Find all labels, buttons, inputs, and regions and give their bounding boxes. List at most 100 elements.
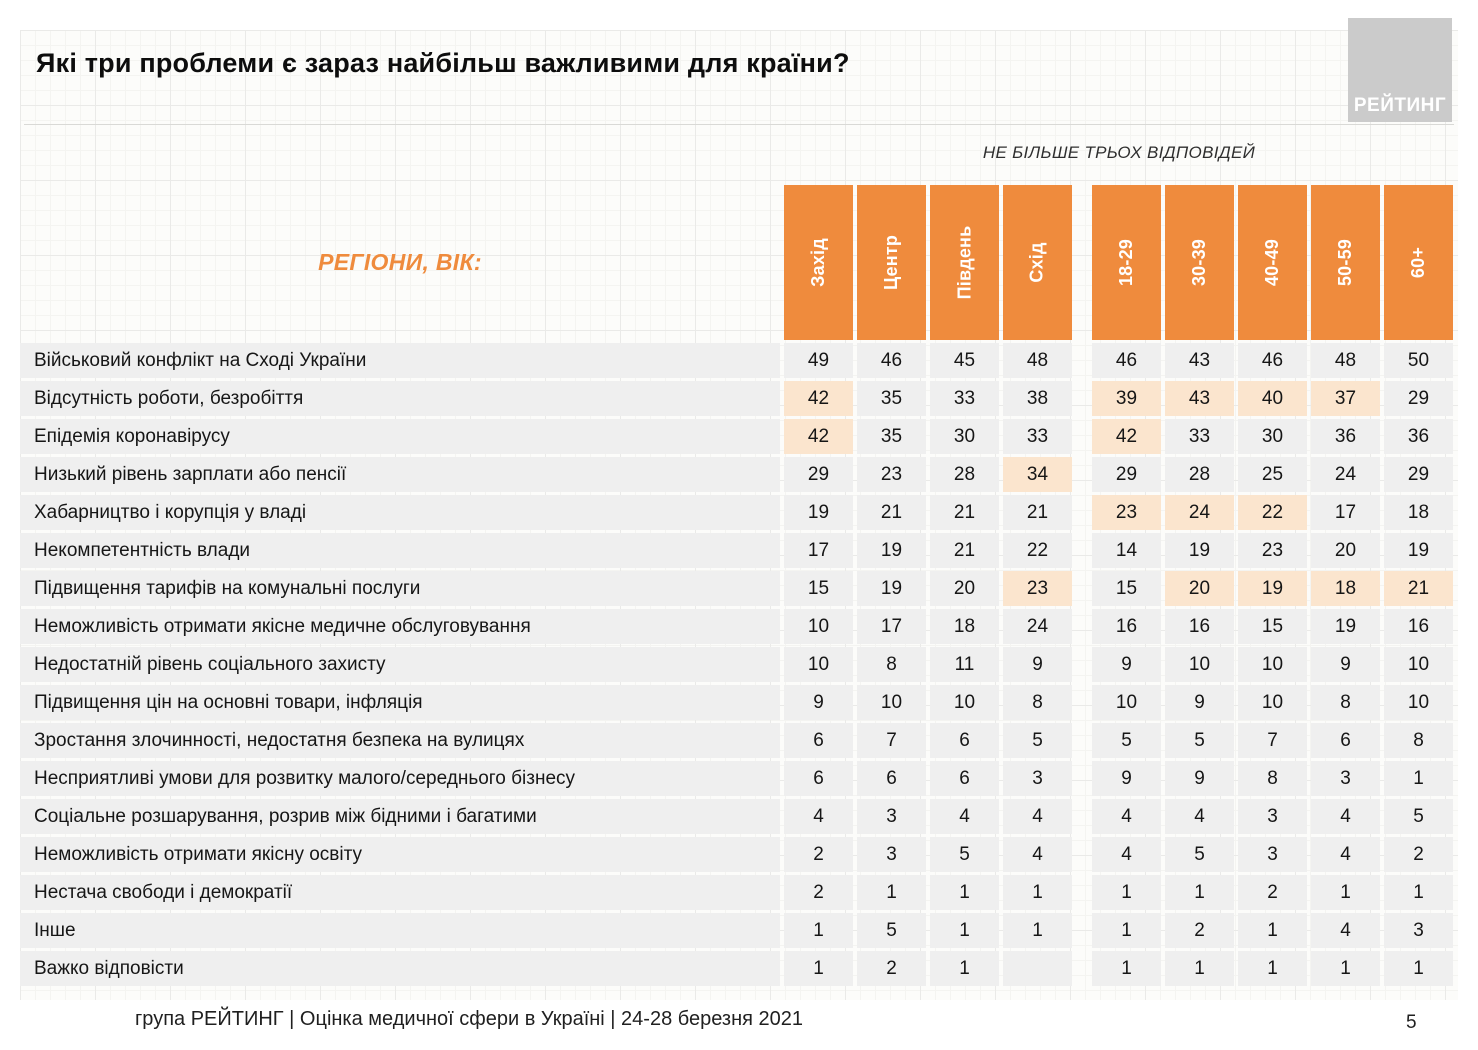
value-cell: 34	[1003, 457, 1072, 492]
column-header: Схід	[1003, 185, 1072, 340]
value-cell: 1	[930, 913, 999, 948]
value-cell: 1	[1003, 913, 1072, 948]
column-group-gap	[1076, 457, 1088, 492]
column-header-text: Захід	[807, 238, 828, 287]
row-label: Військовий конфлікт на Сході України	[20, 343, 780, 378]
value-cell: 1	[1384, 875, 1453, 910]
value-cell: 5	[1384, 799, 1453, 834]
column-header-text: Центр	[881, 234, 901, 291]
row-label: Низький рівень зарплати або пенсії	[20, 457, 780, 492]
value-cell: 1	[1238, 913, 1307, 948]
value-cell: 10	[930, 685, 999, 720]
value-cell: 10	[1238, 685, 1307, 720]
value-cell: 2	[857, 951, 926, 986]
value-cell: 38	[1003, 381, 1072, 416]
value-cell: 4	[1092, 837, 1161, 872]
value-cell: 4	[1003, 799, 1072, 834]
title-divider	[24, 124, 1454, 125]
value-cell: 40	[1238, 381, 1307, 416]
value-cell: 21	[1384, 571, 1453, 606]
value-cell: 10	[1384, 647, 1453, 682]
value-cell: 5	[1165, 723, 1234, 758]
value-cell: 8	[1311, 685, 1380, 720]
column-group-gap	[1076, 571, 1088, 606]
value-cell: 10	[1165, 647, 1234, 682]
value-cell: 1	[1092, 875, 1161, 910]
value-cell: 21	[930, 533, 999, 568]
row-label: Епідемія коронавірусу	[20, 419, 780, 454]
column-header-text: 50-59	[1334, 238, 1355, 287]
value-cell: 30	[1238, 419, 1307, 454]
footer-caption: група РЕЙТИНГ | Оцінка медичної сфери в …	[135, 1008, 804, 1030]
value-cell: 9	[1092, 647, 1161, 682]
row-label: Нестача свободи і демократії	[20, 875, 780, 910]
row-label: Несприятливі умови для розвитку малого/с…	[20, 761, 780, 796]
column-group-gap	[1076, 185, 1088, 340]
value-cell: 10	[857, 685, 926, 720]
value-cell: 29	[1092, 457, 1161, 492]
column-group-gap	[1076, 913, 1088, 948]
value-cell: 21	[1003, 495, 1072, 530]
value-cell: 17	[784, 533, 853, 568]
value-cell: 15	[784, 571, 853, 606]
row-label: Підвищення тарифів на комунальні послуги	[20, 571, 780, 606]
value-cell: 7	[1238, 723, 1307, 758]
value-cell: 7	[857, 723, 926, 758]
column-header-text: Південь	[954, 225, 974, 300]
value-cell: 48	[1003, 343, 1072, 378]
value-cell: 1	[784, 951, 853, 986]
regions-age-label: РЕГІОНИ, ВІК:	[318, 249, 482, 275]
column-header: 60+	[1384, 185, 1453, 340]
value-cell: 1	[1092, 951, 1161, 986]
value-cell: 10	[1238, 647, 1307, 682]
value-cell: 50	[1384, 343, 1453, 378]
value-cell: 42	[784, 419, 853, 454]
value-cell: 20	[1311, 533, 1380, 568]
value-cell: 36	[1384, 419, 1453, 454]
value-cell: 1	[1384, 761, 1453, 796]
value-cell: 16	[1384, 609, 1453, 644]
value-cell: 23	[1003, 571, 1072, 606]
value-cell: 1	[784, 913, 853, 948]
value-cell: 6	[930, 761, 999, 796]
value-cell: 46	[857, 343, 926, 378]
value-cell: 4	[1092, 799, 1161, 834]
value-cell: 17	[857, 609, 926, 644]
value-cell: 29	[784, 457, 853, 492]
value-cell: 24	[1311, 457, 1380, 492]
value-cell: 2	[784, 875, 853, 910]
column-header: Центр	[857, 185, 926, 340]
value-cell: 1	[857, 875, 926, 910]
value-cell: 1	[1238, 951, 1307, 986]
value-cell: 23	[1238, 533, 1307, 568]
value-cell: 37	[1311, 381, 1380, 416]
value-cell: 9	[1003, 647, 1072, 682]
column-header: Захід	[784, 185, 853, 340]
value-cell: 19	[784, 495, 853, 530]
value-cell: 10	[1384, 685, 1453, 720]
value-cell: 10	[1092, 685, 1161, 720]
column-group-gap	[1076, 533, 1088, 568]
value-cell: 4	[1165, 799, 1234, 834]
value-cell: 2	[1165, 913, 1234, 948]
value-cell: 24	[1165, 495, 1234, 530]
column-header-text: 40-49	[1261, 238, 1282, 287]
row-label: Соціальне розшарування, розрив між бідни…	[20, 799, 780, 834]
value-cell: 20	[930, 571, 999, 606]
value-cell: 8	[1384, 723, 1453, 758]
row-label: Інше	[20, 913, 780, 948]
column-group-gap	[1076, 875, 1088, 910]
value-cell: 5	[930, 837, 999, 872]
column-header: 30-39	[1165, 185, 1234, 340]
value-cell: 6	[930, 723, 999, 758]
value-cell: 4	[784, 799, 853, 834]
value-cell: 33	[1165, 419, 1234, 454]
value-cell: 18	[1311, 571, 1380, 606]
value-cell: 10	[784, 609, 853, 644]
value-cell: 16	[1165, 609, 1234, 644]
value-cell: 18	[930, 609, 999, 644]
row-label: Хабарництво і корупція у владі	[20, 495, 780, 530]
page-number: 5	[1406, 1012, 1417, 1033]
value-cell: 1	[1311, 951, 1380, 986]
